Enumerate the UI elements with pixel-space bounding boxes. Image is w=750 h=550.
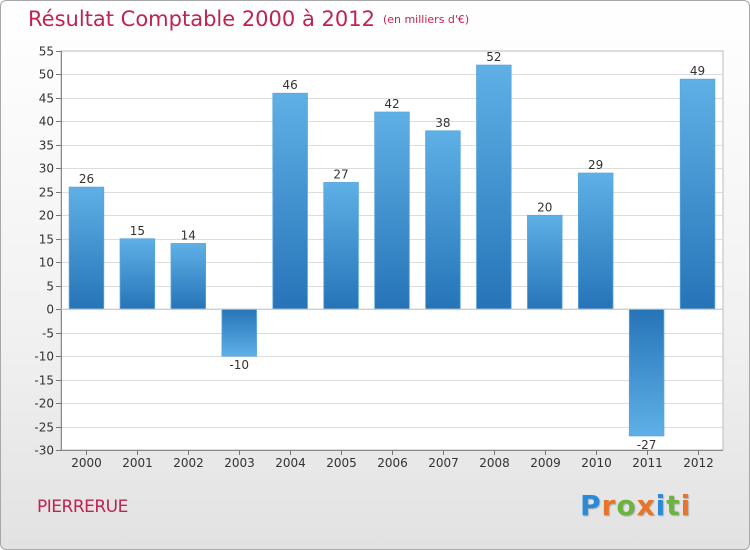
y-tick-label: 5 [46,280,54,294]
y-tick-label: -10 [34,350,54,364]
bar-2000 [68,186,105,310]
bar-2004 [272,92,308,310]
bar-2001 [119,238,156,310]
y-tick-label: 55 [39,45,54,59]
logo-letter: r [601,489,617,522]
bar-2006 [374,111,410,310]
y-tick-label: -25 [34,421,54,435]
bar-2003 [221,308,257,357]
data-label-2006: 42 [384,97,399,111]
chart-subtitle: (en milliers d'€) [382,13,470,26]
y-tick-label: 40 [39,115,54,129]
data-label-2010: 29 [588,158,603,172]
logo-letter: i [680,489,692,522]
data-label-2004: 46 [283,78,298,92]
bar-2002 [170,243,207,310]
bar-2008 [476,64,512,310]
y-tick-label: -20 [34,397,54,411]
data-label-2009: 20 [537,200,552,214]
data-label-2007: 38 [435,116,450,130]
logo-letter: i [655,489,667,522]
data-label-2008: 52 [486,50,501,64]
x-tick-label-2001: 2001 [122,456,153,470]
x-tick-label-2012: 2012 [683,456,714,470]
data-label-2001: 15 [130,224,145,238]
x-tick-label-2010: 2010 [581,456,612,470]
y-tick-label: -15 [34,374,54,388]
data-label-2011: -27 [637,438,657,452]
y-tick-label: 0 [46,303,54,317]
bar-2005 [323,182,359,310]
y-tick-label: 50 [39,68,54,82]
bar-2011 [628,308,665,437]
bar-2010 [577,172,614,310]
data-label-2012: 49 [690,64,705,78]
y-tick-label: 45 [39,92,54,106]
y-tick-label: 20 [39,209,54,223]
y-tick-label: 25 [39,186,54,200]
y-tick-label: 10 [39,256,54,270]
data-label-2000: 26 [79,172,94,186]
x-tick-label-2003: 2003 [224,456,255,470]
bar-2007 [425,130,461,310]
x-tick-label-2008: 2008 [479,456,510,470]
y-tick-label: -5 [42,327,54,341]
bar-2012 [679,78,716,310]
y-tick-label: 30 [39,162,54,176]
data-label-2002: 14 [181,228,196,242]
x-tick-label-2005: 2005 [326,456,357,470]
data-label-2003: -10 [229,358,249,372]
x-tick-label-2006: 2006 [377,456,408,470]
x-tick-label-2002: 2002 [173,456,204,470]
logo-letter: P [580,489,602,522]
data-label-2005: 27 [333,167,348,181]
commune-name: PIERRERUE [37,497,128,517]
bar-2009 [527,214,563,310]
logo-letter: o [616,489,637,522]
x-tick-label-2009: 2009 [530,456,561,470]
logo-letter: x [636,489,656,522]
y-tick-label: 35 [39,139,54,153]
x-tick-label-2004: 2004 [275,456,306,470]
x-tick-label-2000: 2000 [71,456,102,470]
chart-title-text: Résultat Comptable 2000 à 2012 [28,7,375,31]
logo-letter: t [666,489,681,522]
proxiti-logo: Proxiti [580,489,691,522]
x-tick-label-2011: 2011 [632,456,663,470]
y-tick-label: 15 [39,233,54,247]
x-tick-label-2007: 2007 [428,456,459,470]
y-tick-label: -30 [34,444,54,458]
chart-title: Résultat Comptable 2000 à 2012 (en millie… [28,7,469,31]
